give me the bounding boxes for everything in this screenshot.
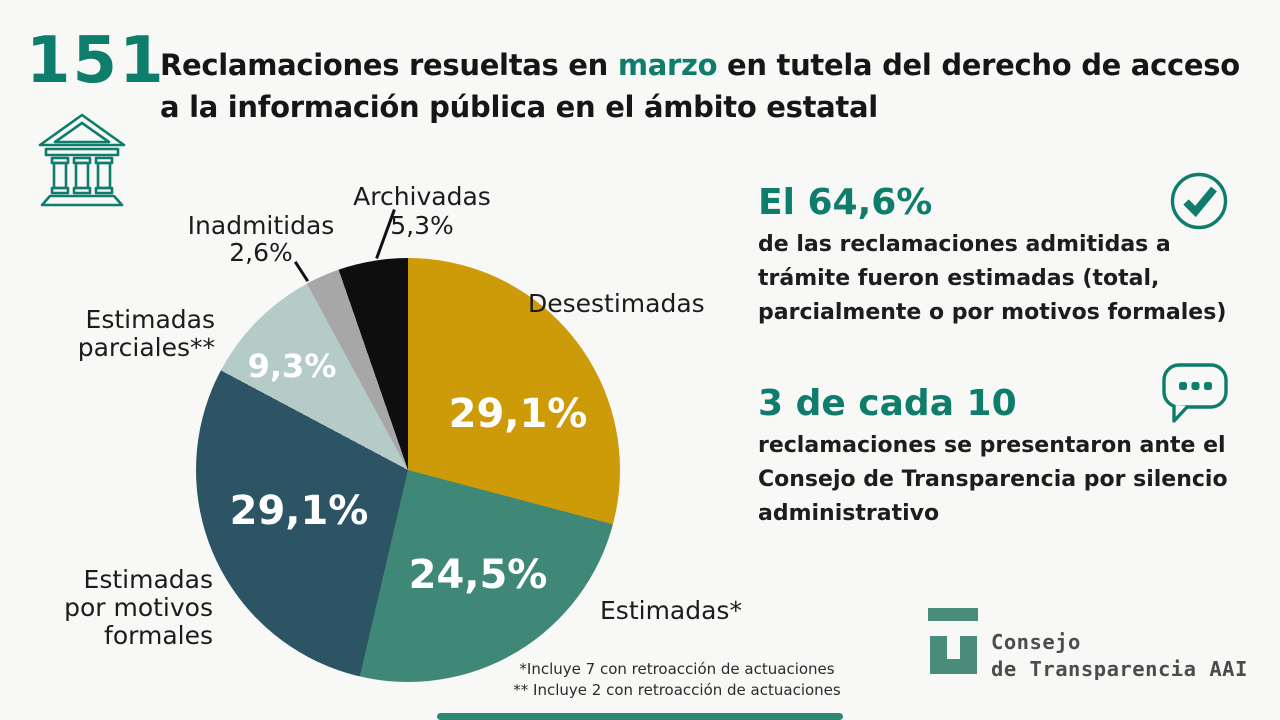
pie-label-archivadas: Archivadas 5,3% <box>353 182 491 240</box>
footnote-estimadas: *Incluye 7 con retroacción de actuacione… <box>519 660 835 678</box>
title-highlight-month: marzo <box>617 48 718 82</box>
consejo-transparencia-logo-text: Consejo de Transparencia AAI <box>991 630 1248 681</box>
pie-label-inadmitidas: Inadmitidas 2,6% <box>187 211 335 267</box>
total-count: 151 <box>26 24 166 98</box>
pie-chart <box>196 258 620 682</box>
footnote-parciales: ** Incluye 2 con retroacción de actuacio… <box>513 681 841 699</box>
pie-label-estimadas-parciales: Estimadas parciales** <box>77 305 215 362</box>
pie-label-estimadas-formales: Estimadas por motivos formales <box>64 565 213 650</box>
title-post: en tutela del derecho de acceso <box>717 48 1240 82</box>
speech-bubble-icon <box>1162 363 1228 423</box>
pie-value-formales: 29,1% <box>229 488 369 534</box>
stat-silencio-text: reclamaciones se presentaron ante el Con… <box>758 433 1228 526</box>
page-title-line2: a la información pública en el ámbito es… <box>160 90 878 124</box>
title-pre: Reclamaciones resueltas en <box>160 48 618 82</box>
stat-estimadas-headline: El 64,6% <box>758 182 933 223</box>
check-circle-icon <box>1170 172 1228 230</box>
institution-building-icon <box>38 113 126 207</box>
pie-value-desestimadas: 29,1% <box>448 391 588 437</box>
consejo-transparencia-logo-mark <box>928 608 978 674</box>
pie-label-desestimadas: Desestimadas <box>528 289 705 318</box>
page-title-line1: Reclamaciones resueltas en marzo en tute… <box>160 48 1240 82</box>
bottom-accent-bar <box>437 713 843 720</box>
pie-label-estimadas: Estimadas* <box>600 596 742 625</box>
pie-value-estimadas: 24,5% <box>408 552 548 598</box>
stat-estimadas-text: de las reclamaciones admitidas a trámite… <box>758 232 1227 325</box>
pie-value-parciales: 9,3% <box>247 347 337 385</box>
stat-silencio-headline: 3 de cada 10 <box>758 383 1017 424</box>
footnotes: *Incluye 7 con retroacción de actuacione… <box>432 659 922 701</box>
